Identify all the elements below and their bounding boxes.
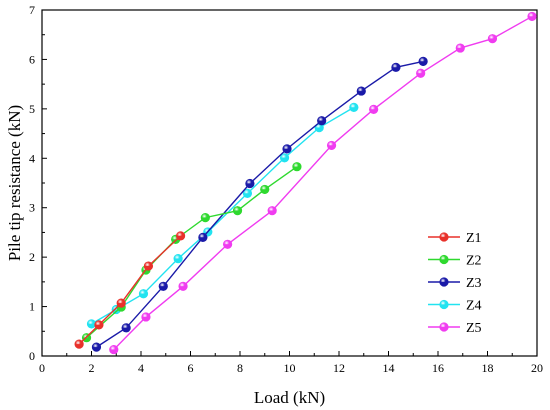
x-tick-label: 8: [237, 361, 243, 375]
data-point-z2: [171, 234, 181, 244]
x-tick-label: 14: [383, 361, 395, 375]
y-axis-title: Pile tip resistance (kN): [5, 105, 24, 261]
legend-marker: [439, 322, 449, 332]
legend-marker: [439, 277, 449, 287]
y-tick-label: 6: [29, 52, 35, 66]
data-point-z5: [487, 34, 498, 44]
data-point-z3: [198, 232, 208, 242]
series-line-z3: [96, 60, 424, 348]
legend-item-z3: Z3: [428, 276, 482, 291]
legend-marker: [439, 299, 449, 310]
y-tick-label: 4: [29, 151, 35, 165]
x-tick-label: 0: [39, 361, 45, 375]
data-point-z2: [260, 184, 270, 195]
data-point-z2: [292, 162, 302, 172]
legend-item-z1: Z1: [428, 231, 482, 246]
data-point-z4: [279, 153, 290, 163]
data-point-z5: [178, 281, 188, 291]
x-tick-label: 6: [188, 361, 194, 375]
y-tick-label: 7: [29, 3, 35, 17]
legend-item-z4: Z4: [428, 299, 482, 314]
legend-label: Z5: [466, 321, 482, 336]
data-point-z5: [527, 11, 537, 22]
series-z5: [109, 11, 537, 355]
y-tick-label: 5: [29, 102, 35, 116]
x-tick-label: 16: [432, 361, 444, 375]
data-point-z1: [116, 298, 126, 308]
data-point-z4: [349, 102, 359, 112]
legend-marker: [439, 232, 449, 242]
data-point-z4: [173, 254, 183, 264]
legend-label: Z2: [466, 254, 482, 269]
data-point-z3: [245, 178, 255, 189]
data-point-z2: [200, 213, 210, 223]
data-point-z3: [282, 144, 292, 154]
y-tick-label: 1: [29, 300, 35, 314]
legend-item-z2: Z2: [428, 254, 482, 269]
data-point-z3: [91, 342, 102, 352]
data-point-z3: [356, 86, 366, 96]
y-tick-label: 2: [29, 250, 35, 264]
x-tick-label: 12: [333, 361, 345, 375]
data-point-z3: [158, 281, 168, 291]
x-tick-label: 18: [482, 361, 494, 375]
data-point-z2: [232, 206, 243, 216]
data-point-z1: [176, 231, 186, 241]
legend-label: Z4: [466, 299, 482, 314]
series-z1: [74, 231, 186, 349]
data-point-z4: [86, 319, 97, 329]
x-tick-label: 20: [531, 361, 543, 375]
data-point-z5: [416, 68, 426, 78]
legend-item-z5: Z5: [428, 321, 482, 336]
data-point-z5: [267, 206, 277, 216]
data-point-z5: [369, 104, 379, 114]
data-point-z5: [141, 312, 151, 322]
legend-label: Z1: [466, 231, 482, 246]
legend-marker: [439, 254, 449, 265]
x-tick-label: 10: [284, 361, 296, 375]
data-point-z5: [455, 43, 465, 53]
data-point-z3: [121, 323, 131, 333]
data-point-z5: [223, 239, 233, 249]
legend: Z1 Z2 Z3 Z4 Z5: [428, 231, 482, 336]
data-point-z5: [109, 344, 119, 355]
data-point-z4: [242, 188, 253, 198]
x-axis-title: Load (kN): [254, 388, 325, 407]
data-point-z4: [138, 289, 149, 299]
y-tick-label: 3: [29, 201, 35, 215]
series-z2: [81, 162, 302, 343]
series-layer: [74, 11, 537, 355]
y-tick-label: 0: [29, 349, 35, 363]
data-point-z1: [94, 320, 104, 330]
x-tick-label: 4: [138, 361, 144, 375]
data-point-z3: [418, 56, 428, 67]
data-point-z3: [317, 116, 327, 126]
x-tick-label: 2: [89, 361, 95, 375]
data-point-z3: [391, 62, 401, 72]
data-point-z4: [314, 123, 324, 133]
series-z3: [91, 56, 428, 352]
data-point-z5: [326, 140, 337, 151]
data-point-z1: [74, 339, 84, 349]
data-point-z1: [143, 261, 154, 271]
legend-label: Z3: [466, 276, 482, 291]
series-line-z2: [86, 166, 298, 339]
